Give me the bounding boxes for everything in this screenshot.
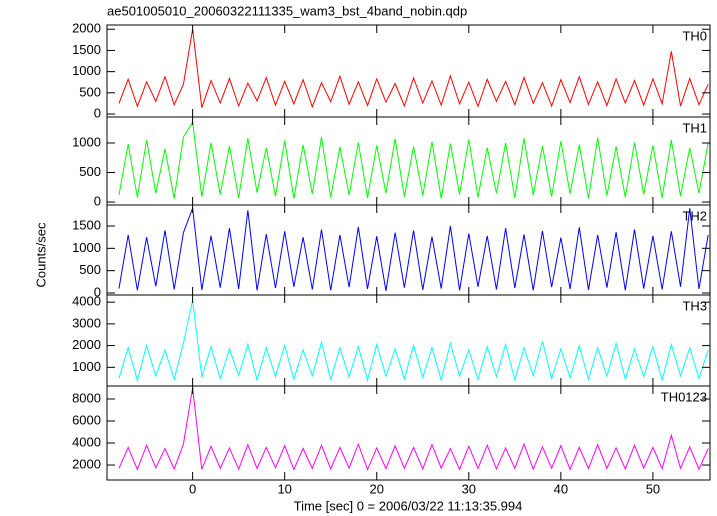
series-label: TH3 <box>682 298 707 313</box>
y-tick-label: 4000 <box>72 294 101 309</box>
y-tick-label: 4000 <box>72 434 101 449</box>
data-line <box>118 207 709 291</box>
y-tick-label: 2000 <box>72 337 101 352</box>
x-tick-label: 40 <box>554 481 568 496</box>
y-tick-label: 0 <box>94 193 101 208</box>
y-tick-label: 500 <box>79 262 101 277</box>
y-axis-label: Counts/sec <box>33 222 48 288</box>
y-tick-label: 1500 <box>72 42 101 57</box>
y-tick-label: 2000 <box>72 456 101 471</box>
x-tick-label: 0 <box>189 481 196 496</box>
x-tick-label: 20 <box>370 481 384 496</box>
x-tick-label: 30 <box>462 481 476 496</box>
data-line <box>118 299 709 383</box>
y-tick-label: 3000 <box>72 315 101 330</box>
y-tick-label: 500 <box>79 84 101 99</box>
series-label: TH1 <box>682 120 707 135</box>
y-tick-label: 8000 <box>72 390 101 405</box>
data-line <box>118 120 709 199</box>
y-tick-label: 1000 <box>72 63 101 78</box>
chart-title: ae501005010_20060322111335_wam3_bst_4ban… <box>107 3 467 18</box>
y-tick-label: 1000 <box>72 134 101 149</box>
series-label: TH2 <box>682 208 707 223</box>
data-line <box>118 387 709 471</box>
series-label: TH0123 <box>661 389 707 404</box>
data-line <box>118 29 709 109</box>
panel-frame <box>106 385 711 481</box>
series-label: TH0 <box>682 28 707 43</box>
y-tick-label: 500 <box>79 164 101 179</box>
y-tick-label: 1500 <box>72 217 101 232</box>
x-axis-label: Time [sec] 0 = 2006/03/22 11:13:35.994 <box>294 498 523 513</box>
y-tick-label: 0 <box>94 284 101 299</box>
y-tick-label: 1000 <box>72 240 101 255</box>
x-tick-label: 50 <box>646 481 660 496</box>
x-tick-label: 10 <box>277 481 291 496</box>
y-tick-label: 0 <box>94 105 101 120</box>
y-tick-label: 6000 <box>72 412 101 427</box>
y-tick-label: 2000 <box>72 21 101 36</box>
y-tick-label: 1000 <box>72 359 101 374</box>
